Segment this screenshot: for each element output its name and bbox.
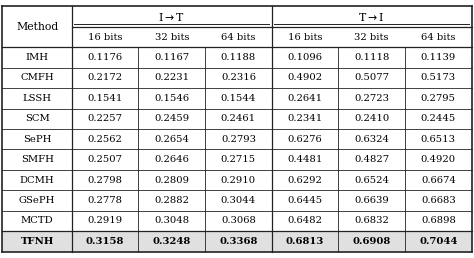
Text: MCTD: MCTD bbox=[21, 216, 54, 225]
Text: 0.2882: 0.2882 bbox=[154, 196, 189, 205]
Text: Method: Method bbox=[16, 22, 58, 32]
Text: 0.2445: 0.2445 bbox=[421, 114, 456, 123]
Text: 0.2641: 0.2641 bbox=[287, 94, 323, 103]
Text: IMH: IMH bbox=[26, 53, 49, 62]
Text: 0.4902: 0.4902 bbox=[287, 74, 323, 83]
Text: TFNH: TFNH bbox=[20, 237, 54, 246]
Text: 0.5077: 0.5077 bbox=[354, 74, 389, 83]
Text: 0.6674: 0.6674 bbox=[421, 175, 456, 184]
Text: 0.2910: 0.2910 bbox=[221, 175, 256, 184]
Text: 0.6513: 0.6513 bbox=[421, 135, 456, 144]
Text: 0.2795: 0.2795 bbox=[421, 94, 456, 103]
Text: 0.1544: 0.1544 bbox=[221, 94, 256, 103]
Text: 0.3068: 0.3068 bbox=[221, 216, 256, 225]
Text: 64 bits: 64 bits bbox=[421, 33, 456, 42]
Text: 0.1167: 0.1167 bbox=[154, 53, 189, 62]
Text: 0.1176: 0.1176 bbox=[88, 53, 123, 62]
Text: I$\rightarrow$T: I$\rightarrow$T bbox=[158, 11, 185, 23]
Text: 0.1118: 0.1118 bbox=[354, 53, 389, 62]
Text: 0.2778: 0.2778 bbox=[88, 196, 123, 205]
Text: 0.2461: 0.2461 bbox=[221, 114, 256, 123]
Text: 0.2798: 0.2798 bbox=[88, 175, 123, 184]
Text: 0.6276: 0.6276 bbox=[288, 135, 322, 144]
Text: 0.2646: 0.2646 bbox=[155, 155, 189, 164]
Text: 0.2809: 0.2809 bbox=[154, 175, 189, 184]
Text: 0.2316: 0.2316 bbox=[221, 74, 256, 83]
Text: 0.3248: 0.3248 bbox=[153, 237, 191, 246]
Text: 16 bits: 16 bits bbox=[288, 33, 322, 42]
Text: 0.2562: 0.2562 bbox=[88, 135, 123, 144]
Text: GSePH: GSePH bbox=[19, 196, 55, 205]
Text: DCMH: DCMH bbox=[20, 175, 55, 184]
Text: 0.1188: 0.1188 bbox=[221, 53, 256, 62]
Text: LSSH: LSSH bbox=[23, 94, 52, 103]
Text: 0.3158: 0.3158 bbox=[86, 237, 124, 246]
Text: 0.5173: 0.5173 bbox=[421, 74, 456, 83]
Text: 0.4920: 0.4920 bbox=[421, 155, 456, 164]
Text: 0.2723: 0.2723 bbox=[354, 94, 389, 103]
Text: 32 bits: 32 bits bbox=[155, 33, 189, 42]
Text: 0.6445: 0.6445 bbox=[287, 196, 323, 205]
Text: 0.2172: 0.2172 bbox=[88, 74, 123, 83]
Text: 0.6324: 0.6324 bbox=[354, 135, 389, 144]
Text: 0.3368: 0.3368 bbox=[219, 237, 257, 246]
Text: 0.2257: 0.2257 bbox=[88, 114, 123, 123]
Text: 0.6813: 0.6813 bbox=[286, 237, 324, 246]
Text: 0.6908: 0.6908 bbox=[353, 237, 391, 246]
Text: SMFH: SMFH bbox=[21, 155, 54, 164]
Bar bbox=[2, 231, 472, 252]
Text: 0.2410: 0.2410 bbox=[354, 114, 389, 123]
Text: 0.4827: 0.4827 bbox=[354, 155, 389, 164]
Text: 32 bits: 32 bits bbox=[355, 33, 389, 42]
Text: 0.6683: 0.6683 bbox=[421, 196, 456, 205]
Text: SCM: SCM bbox=[25, 114, 49, 123]
Text: 0.2231: 0.2231 bbox=[154, 74, 189, 83]
Text: 0.3048: 0.3048 bbox=[154, 216, 189, 225]
Text: 0.2459: 0.2459 bbox=[154, 114, 189, 123]
Text: 0.2793: 0.2793 bbox=[221, 135, 256, 144]
Text: 0.1096: 0.1096 bbox=[288, 53, 322, 62]
Text: CMFH: CMFH bbox=[20, 74, 54, 83]
Text: 0.2507: 0.2507 bbox=[88, 155, 123, 164]
Text: 0.1541: 0.1541 bbox=[87, 94, 123, 103]
Text: 0.6639: 0.6639 bbox=[354, 196, 389, 205]
Text: 64 bits: 64 bits bbox=[221, 33, 255, 42]
Text: 0.6292: 0.6292 bbox=[288, 175, 322, 184]
Text: 0.7044: 0.7044 bbox=[419, 237, 457, 246]
Text: 0.1139: 0.1139 bbox=[421, 53, 456, 62]
Text: 0.1546: 0.1546 bbox=[154, 94, 189, 103]
Text: 0.3044: 0.3044 bbox=[221, 196, 256, 205]
Text: 0.2919: 0.2919 bbox=[88, 216, 123, 225]
Text: T$\rightarrow$I: T$\rightarrow$I bbox=[358, 11, 385, 23]
Text: 0.6832: 0.6832 bbox=[354, 216, 389, 225]
Text: 0.6898: 0.6898 bbox=[421, 216, 456, 225]
Text: 16 bits: 16 bits bbox=[88, 33, 122, 42]
Text: 0.6524: 0.6524 bbox=[354, 175, 389, 184]
Text: 0.2654: 0.2654 bbox=[154, 135, 189, 144]
Text: 0.2715: 0.2715 bbox=[221, 155, 256, 164]
Text: SePH: SePH bbox=[23, 135, 51, 144]
Text: 0.6482: 0.6482 bbox=[288, 216, 322, 225]
Text: 0.2341: 0.2341 bbox=[287, 114, 323, 123]
Text: 0.4481: 0.4481 bbox=[287, 155, 323, 164]
